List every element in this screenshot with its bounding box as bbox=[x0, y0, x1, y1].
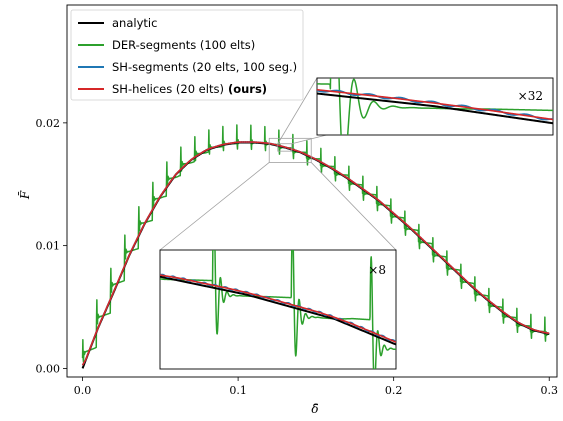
zoom-connector bbox=[277, 77, 318, 144]
inset-zoom-x8: ×8 bbox=[159, 249, 397, 370]
x-tick-label: 0.0 bbox=[74, 384, 92, 397]
x-tick-label: 0.1 bbox=[229, 384, 247, 397]
y-tick-label: 0.00 bbox=[36, 362, 61, 375]
zoom-connector bbox=[310, 162, 397, 251]
inset-series-line-analytic bbox=[317, 92, 553, 125]
inset-x32-label: ×32 bbox=[518, 89, 543, 103]
inset-zoom-x32: ×32 bbox=[316, 77, 554, 136]
legend-label-shh-main: SH-helices (20 elts) bbox=[112, 82, 224, 96]
inset-series-line-der-segments bbox=[317, 78, 553, 135]
x-tick-label: 0.3 bbox=[540, 384, 558, 397]
y-axis-label: F̄ bbox=[17, 190, 32, 200]
legend: analytic DER-segments (100 elts) SH-segm… bbox=[70, 9, 304, 101]
zoom-region-1 bbox=[277, 143, 293, 152]
inset-series-line-sh-helices bbox=[317, 88, 553, 121]
inset-series-line-sh-segments bbox=[317, 89, 553, 121]
legend-label-shh-ours: (ours) bbox=[228, 82, 267, 96]
y-tick-label: 0.01 bbox=[36, 240, 61, 253]
legend-label-analytic: analytic bbox=[112, 16, 157, 30]
legend-label-der: DER-segments (100 elts) bbox=[112, 38, 255, 52]
zoom-region-2 bbox=[268, 137, 312, 163]
inset-series-line-sh-segments bbox=[160, 273, 396, 343]
inset-series-line-analytic bbox=[160, 275, 396, 346]
x-tick-label: 0.2 bbox=[385, 384, 403, 397]
series-line-sh-helices bbox=[81, 141, 550, 366]
zoom-connector bbox=[159, 162, 270, 251]
legend-frame bbox=[70, 9, 304, 101]
plot-area bbox=[81, 124, 550, 369]
legend-label-shh: SH-helices (20 elts) (ours) bbox=[112, 82, 267, 96]
inset-x8-label: ×8 bbox=[368, 263, 386, 277]
inset-series-line-sh-helices bbox=[160, 274, 396, 343]
x-axis-label: δ̄ bbox=[311, 402, 318, 416]
inset-x8-background bbox=[159, 249, 397, 370]
plot-frame bbox=[66, 4, 558, 378]
legend-label-shs: SH-segments (20 elts, 100 seg.) bbox=[112, 60, 297, 74]
y-tick-label: 0.02 bbox=[36, 117, 61, 130]
inset-series-line-der-segments bbox=[160, 250, 396, 369]
